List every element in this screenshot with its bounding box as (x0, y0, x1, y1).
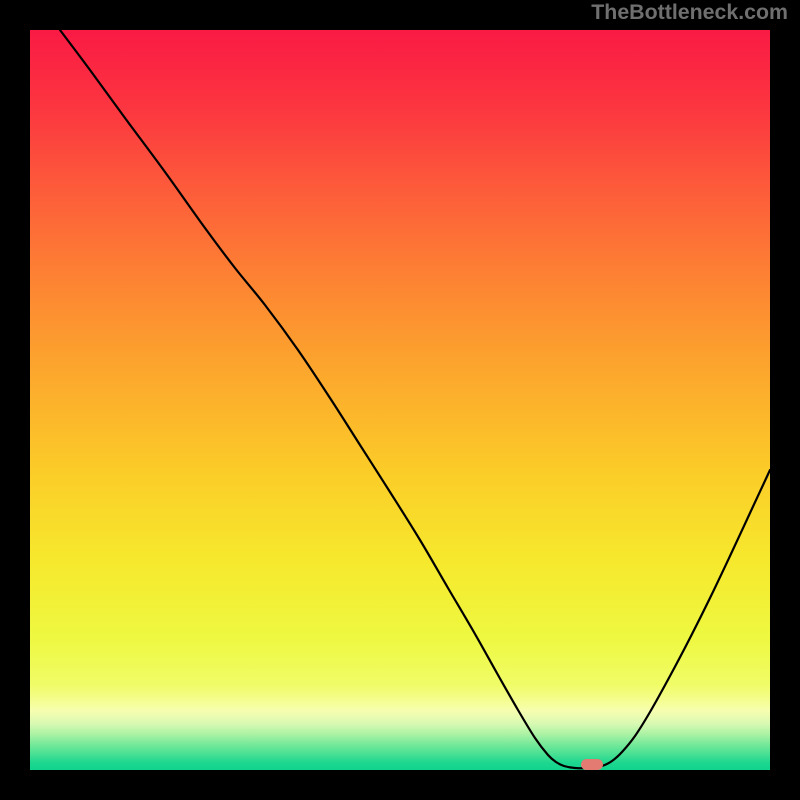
trough-marker (581, 759, 603, 770)
watermark-text: TheBottleneck.com (591, 0, 788, 25)
trough-marker-pill (581, 759, 603, 770)
plot-area (30, 30, 770, 770)
